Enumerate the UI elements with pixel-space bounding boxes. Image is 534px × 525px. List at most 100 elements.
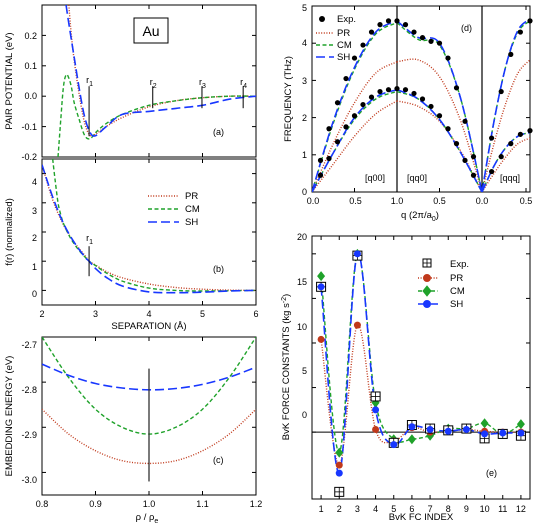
- panel-e-frame: [311, 235, 531, 500]
- panel-b-y-axis-label: f(r) (normalized): [4, 198, 15, 266]
- sh-marker: [372, 406, 380, 414]
- y-tick-label: 0: [302, 187, 307, 197]
- exp-data-point: [334, 100, 341, 106]
- y-tick-label: 0.1: [24, 61, 37, 71]
- x-tick-label: 0.5: [520, 196, 533, 206]
- neighbor-marker-label: r2: [150, 77, 157, 90]
- exp-data-point: [402, 22, 409, 28]
- cm-marker: [516, 419, 525, 430]
- legend-label-pr: PR: [185, 191, 198, 202]
- y-tick-label: 4: [32, 177, 37, 187]
- panel-e-series: [316, 248, 526, 497]
- dispersion-branch-sh: [481, 18, 530, 192]
- y-tick-label: 4: [302, 38, 307, 48]
- pr-marker: [317, 335, 325, 343]
- sh-marker: [499, 429, 507, 437]
- y-tick-label: 1: [32, 262, 37, 272]
- panel-e-x-axis-label: BvK FC INDEX: [389, 512, 454, 523]
- panel-d-x-axis-label: q (2π/a0): [401, 210, 439, 223]
- exp-data-point: [411, 29, 417, 35]
- x-tick-label: 11: [498, 504, 507, 514]
- legend-label-cm: CM: [337, 40, 352, 51]
- neighbor-marker-label: r1: [86, 233, 93, 246]
- exp-data-point: [402, 87, 409, 93]
- legend-label-cm: CM: [450, 286, 465, 297]
- dispersion-branch-sh: [312, 20, 398, 192]
- panel-d-y-axis-label: FREQUENCY (THz): [283, 56, 294, 142]
- panel-b-x-axis-label: SEPARATION (Å): [111, 321, 186, 332]
- dispersion-branch-pr: [312, 100, 398, 192]
- legend-label-cm: CM: [185, 204, 200, 215]
- x-tick-label: 4: [373, 504, 378, 514]
- panel-b-frame: [41, 158, 257, 306]
- panel-a-y-axis-label: PAIR POTENTIAL (eV): [4, 32, 15, 129]
- sh-marker: [390, 441, 398, 449]
- y-tick-label: 0: [32, 289, 37, 299]
- y-tick-label: 0.0: [24, 91, 37, 101]
- panel-e-x-tick-labels: 1 2 3 4 5 6 7 8 9 10 11 12: [319, 504, 526, 514]
- exp-data-point: [462, 118, 468, 124]
- exp-data-point: [394, 18, 400, 24]
- exp-data-point: [360, 42, 366, 48]
- panel-e-legend: Exp. PR CM SH: [418, 258, 469, 310]
- x-tick-label: 1.0: [143, 499, 156, 509]
- cm-marker: [335, 447, 344, 458]
- exp-data-point: [517, 131, 524, 137]
- y-tick-label: -2.8: [21, 385, 37, 395]
- dispersion-branch-pr: [481, 59, 530, 192]
- exp-data-point: [462, 157, 468, 163]
- exp-data-point: [411, 90, 417, 97]
- panel-a-neighbor-markers: r1 r2 r3 r4: [86, 75, 247, 137]
- exp-data-point: [343, 124, 349, 130]
- sh-marker: [317, 283, 325, 291]
- y-tick-label: -2.9: [21, 430, 37, 440]
- exp-data-point: [351, 55, 358, 61]
- legend-label-sh: SH: [185, 217, 198, 228]
- exp-data-point: [453, 85, 460, 91]
- x-tick-label: 5: [391, 504, 396, 514]
- panel-d-y-tick-labels: 0 1 2 3 4 5: [302, 3, 307, 197]
- dispersion-branch-cm: [481, 20, 530, 192]
- panel-c-label: (c): [213, 455, 224, 465]
- panel-c-x-axis-label: ρ / ρe: [136, 512, 159, 525]
- segment-label-qq0: [qq0]: [407, 173, 427, 183]
- panel-d-legend: Exp. PR CM SH: [316, 14, 356, 63]
- panel-a-y-tick-labels: -0.2 -0.1 0.0 0.1 0.2: [21, 31, 37, 162]
- x-tick-label: 0.5: [349, 196, 362, 206]
- exp-data-point: [470, 172, 477, 178]
- cm-marker: [317, 271, 326, 282]
- legend-label-sh: SH: [450, 299, 463, 310]
- y-tick-label: 2: [302, 113, 307, 123]
- neighbor-marker-label: r1: [86, 75, 93, 88]
- exp-data-point: [419, 35, 426, 41]
- y-tick-label: 20: [297, 232, 307, 242]
- pr-marker: [372, 425, 380, 433]
- exp-data-point: [326, 126, 332, 132]
- x-tick-label: 12: [516, 504, 526, 514]
- y-tick-label: 0: [302, 410, 307, 420]
- x-tick-label: 4: [146, 309, 151, 319]
- y-tick-label: 2: [32, 233, 37, 243]
- fc-series-line-pr: [320, 324, 521, 466]
- panel-c-y-axis-label: EMBEDDING ENERGY (eV): [4, 356, 15, 477]
- exp-data-point: [445, 126, 451, 132]
- y-tick-label: 15: [297, 277, 307, 287]
- x-tick-label: 9: [464, 504, 469, 514]
- x-tick-label: 2: [39, 309, 44, 319]
- series-line-sh: [65, 5, 256, 137]
- panel-b-f-of-r: 0 1 2 3 4 2 3 4 5 6 SEPARATION (Å) f(r) …: [4, 158, 259, 332]
- element-box-label: Au: [142, 23, 159, 39]
- panel-a-y-ticks: [41, 5, 257, 158]
- exp-data-point: [436, 113, 443, 119]
- exp-data-point: [428, 103, 434, 110]
- panel-e-y-axis-label: BvK FORCE CONSTANTS (kg s-2): [281, 294, 292, 440]
- exp-data-point: [517, 29, 524, 35]
- panel-a-label: (a): [213, 127, 224, 137]
- exp-data-point: [317, 157, 324, 163]
- legend-marker-sh: [423, 300, 431, 308]
- panel-b-legend: PR CM SH: [148, 191, 200, 228]
- x-tick-label: 0.0: [476, 196, 489, 206]
- exp-data-point: [385, 87, 392, 93]
- x-tick-label: 5: [200, 309, 205, 319]
- exp-data-point: [508, 141, 514, 147]
